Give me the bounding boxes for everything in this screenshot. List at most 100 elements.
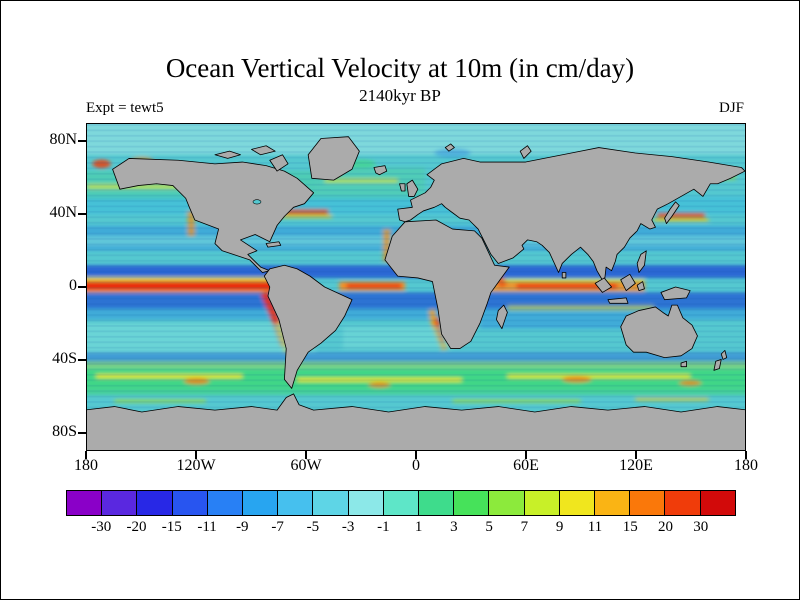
colorbar-tick-label: 15 <box>622 519 638 535</box>
continent-antarctica <box>87 393 745 450</box>
colorbar-tick-label: -1 <box>377 519 390 535</box>
y-axis-tick <box>78 286 86 288</box>
y-axis-tick-label: 80S <box>52 422 77 440</box>
colorbar-tick-label: -7 <box>271 519 284 535</box>
season-label: DJF <box>718 100 744 116</box>
colorbar-segment-1 <box>102 491 138 515</box>
continent-australia <box>620 304 698 359</box>
colorbar-tick-label: 5 <box>485 519 493 535</box>
colorbar-segments <box>66 490 736 516</box>
colorbar-tick-label: -3 <box>341 519 355 535</box>
colorbar: -30 -20 -15 -11 -9 -7 -5 -3 -1 1 3 5 7 9 11 15 20 30 <box>66 490 736 535</box>
y-axis-tick <box>78 213 86 215</box>
island-greenland <box>307 136 360 181</box>
colorbar-segment-18 <box>700 491 735 515</box>
island-tasmania <box>680 360 687 368</box>
y-axis-tick <box>78 432 86 434</box>
island-new-zealand-south <box>713 359 722 371</box>
colorbar-tick-label: -15 <box>161 519 182 535</box>
colorbar-segment-3 <box>172 491 208 515</box>
map-frame <box>86 123 746 451</box>
y-axis-tick-label: 40S <box>52 349 77 367</box>
colorbar-segment-17 <box>665 491 701 515</box>
island-baffin <box>269 154 289 172</box>
y-axis-tick-label: 80N <box>49 131 77 149</box>
island-sulawesi <box>636 281 645 292</box>
x-axis-tick <box>85 451 87 459</box>
colorbar-segment-4 <box>207 491 244 515</box>
x-axis-tick-label: 60E <box>513 457 539 474</box>
colorbar-segment-10 <box>419 491 455 515</box>
y-axis-tick <box>78 140 86 142</box>
continent-south-america <box>263 264 353 389</box>
x-axis-tick <box>635 451 637 459</box>
colorbar-tick-label: 20 <box>657 519 673 535</box>
island-sumatra <box>594 277 612 293</box>
x-axis-tick <box>195 451 197 459</box>
x-axis-tick <box>415 451 417 459</box>
island-new-zealand-north <box>720 349 728 360</box>
island-java <box>607 297 629 304</box>
colorbar-segment-7 <box>313 491 349 515</box>
y-axis-tick-label: 40N <box>49 204 77 222</box>
island-iceland <box>373 165 388 176</box>
colorbar-segment-8 <box>348 491 384 515</box>
x-axis-tick <box>745 451 747 459</box>
colorbar-tick-label: 30 <box>693 519 709 535</box>
colorbar-segment-2 <box>137 491 173 515</box>
colorbar-tick-label: -11 <box>197 519 217 535</box>
great-lakes <box>252 199 262 205</box>
colorbar-segment-14 <box>559 491 596 515</box>
island-borneo <box>620 273 636 292</box>
colorbar-segment-11 <box>454 491 490 515</box>
colorbar-segment-13 <box>524 491 560 515</box>
colorbar-tick-label: -30 <box>91 519 112 535</box>
colorbar-tick-label: 3 <box>450 519 458 535</box>
x-axis-tick-label: 120W <box>176 457 216 474</box>
colorbar-segment-6 <box>278 491 314 515</box>
world-map <box>87 124 745 450</box>
colorbar-tick-label: 1 <box>414 519 423 535</box>
x-axis-tick-label: 180 <box>74 457 98 474</box>
island-novaya-zemlya <box>519 145 532 159</box>
continent-eurasia <box>397 147 745 284</box>
island-sri-lanka <box>561 272 567 279</box>
chart-title: Ocean Vertical Velocity at 10m (in cm/da… <box>165 53 635 83</box>
colorbar-segment-16 <box>630 491 666 515</box>
chart-subtitle: 2140kyr BP <box>359 86 441 105</box>
x-axis-tick-label: 120E <box>619 457 653 474</box>
y-axis-tick-label: 0 <box>69 277 77 294</box>
x-axis-tick <box>525 451 527 459</box>
colorbar-segment-15 <box>595 491 631 515</box>
island-cuba <box>265 241 282 248</box>
island-new-guinea <box>660 286 691 301</box>
continents <box>87 136 745 450</box>
island-ireland <box>399 183 406 192</box>
island-britain <box>406 179 419 197</box>
y-axis-tick <box>78 359 86 361</box>
colorbar-segment-0 <box>67 491 103 515</box>
experiment-label: Expt = tewt5 <box>86 100 164 116</box>
island-svalbard <box>444 143 455 152</box>
x-axis-tick-label: 0 <box>412 457 420 474</box>
arctic-islands-2 <box>251 145 276 156</box>
colorbar-tick-label: -9 <box>236 519 249 535</box>
island-philippines <box>636 250 647 273</box>
colorbar-segment-12 <box>489 491 525 515</box>
colorbar-segment-5 <box>243 491 279 515</box>
colorbar-tick-label: 9 <box>555 519 564 535</box>
x-axis-tick-label: 180 <box>734 457 758 474</box>
island-japan <box>664 201 680 225</box>
arctic-islands <box>214 150 241 159</box>
continent-africa <box>384 219 510 349</box>
colorbar-tick-label: 7 <box>520 519 529 535</box>
colorbar-segment-9 <box>383 491 420 515</box>
colorbar-tick-label: -20 <box>126 519 147 535</box>
x-axis-tick <box>305 451 307 459</box>
colorbar-labels: -30 -20 -15 -11 -9 -7 -5 -3 -1 1 3 5 7 9 11 15 20 30 <box>66 516 736 538</box>
colorbar-tick-label: -5 <box>306 519 320 535</box>
colorbar-tick-label: 11 <box>587 519 603 535</box>
x-axis-tick-label: 60W <box>290 457 322 474</box>
island-madagascar <box>496 304 508 330</box>
